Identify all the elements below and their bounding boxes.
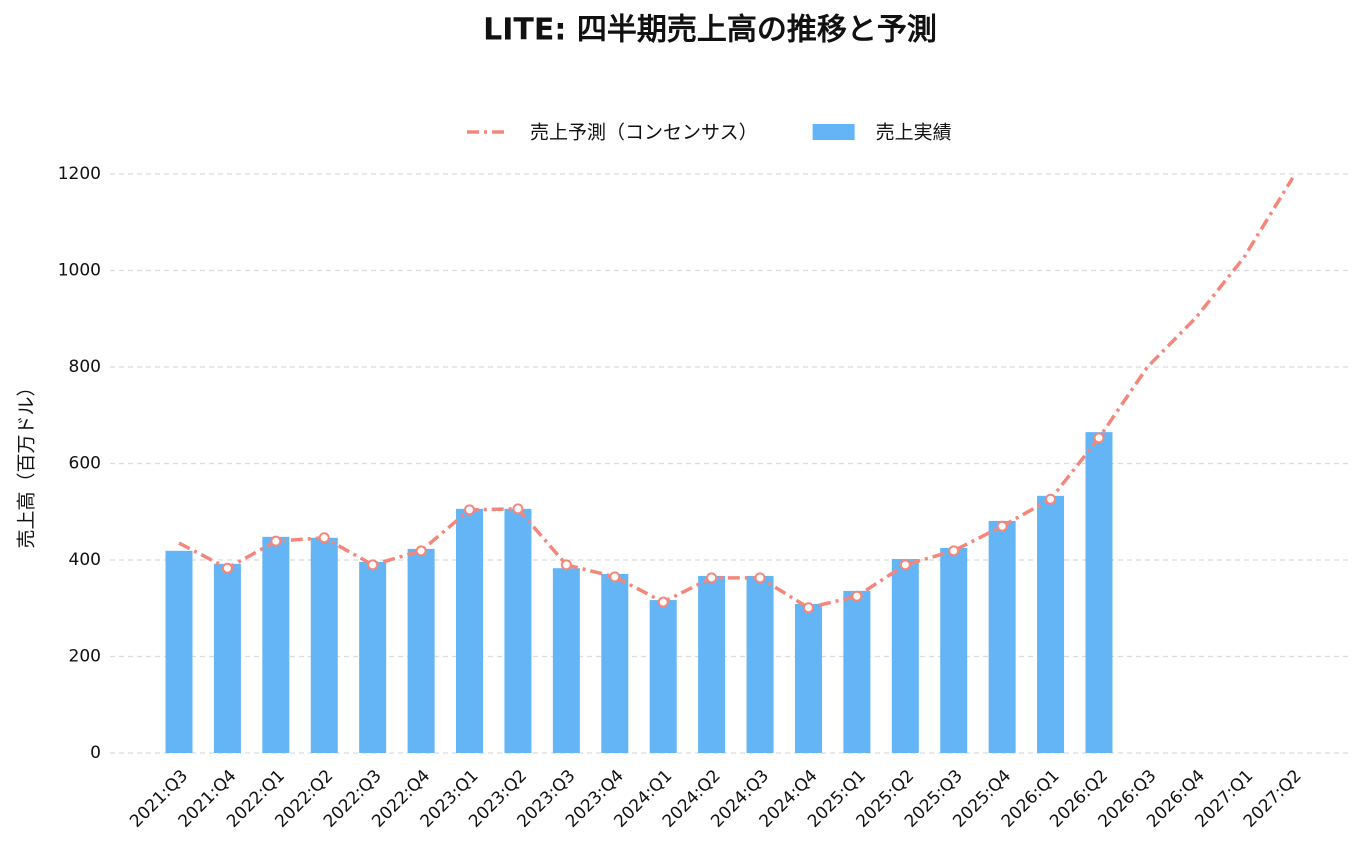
line-marker	[996, 520, 1008, 532]
line-marker	[560, 559, 572, 571]
legend-swatch	[812, 124, 855, 140]
line-marker	[754, 572, 766, 584]
bar	[746, 575, 774, 753]
y-tick-label: 200	[69, 647, 101, 667]
bar	[165, 550, 193, 753]
line-marker	[367, 559, 379, 571]
bar	[213, 563, 241, 753]
bar	[262, 536, 290, 753]
bar	[601, 573, 629, 753]
bar	[407, 548, 435, 753]
line-marker	[1093, 432, 1105, 444]
bar	[1085, 432, 1113, 753]
line-marker	[899, 559, 911, 571]
bar	[552, 568, 580, 753]
y-tick-label: 0	[90, 743, 101, 763]
bar	[359, 561, 387, 753]
line-marker	[318, 532, 330, 544]
bar	[794, 603, 822, 753]
y-tick-label: 1200	[58, 164, 101, 184]
bar	[891, 559, 919, 753]
chart-title: LITE: 四半期売上高の推移と予測	[483, 13, 937, 48]
y-tick-label: 600	[69, 454, 101, 474]
legend-label: 売上実績	[876, 122, 952, 144]
y-tick-label: 800	[69, 357, 101, 377]
bar	[698, 575, 726, 753]
line-marker	[706, 572, 718, 584]
bar	[1037, 495, 1065, 753]
bar	[310, 537, 338, 753]
line-marker	[415, 545, 427, 557]
bar	[940, 547, 968, 753]
bar	[843, 590, 871, 753]
bar	[504, 508, 532, 753]
line-marker	[221, 562, 233, 574]
forecast-line	[178, 176, 1295, 610]
line-marker	[512, 503, 524, 515]
line-marker	[464, 504, 476, 516]
bar	[456, 508, 484, 753]
line-marker	[948, 545, 960, 557]
bar	[988, 520, 1016, 753]
line-marker	[609, 571, 621, 583]
line-marker	[851, 590, 863, 602]
bar	[649, 600, 677, 753]
legend-label: 売上予測（コンセンサス）	[530, 122, 758, 144]
line-marker	[802, 602, 814, 614]
y-axis-label: 売上高（百万ドル）	[16, 377, 38, 548]
line-marker	[1045, 493, 1057, 505]
line-marker	[270, 535, 282, 547]
y-tick-label: 400	[69, 550, 101, 570]
line-marker	[657, 596, 669, 608]
y-tick-label: 1000	[58, 261, 101, 281]
